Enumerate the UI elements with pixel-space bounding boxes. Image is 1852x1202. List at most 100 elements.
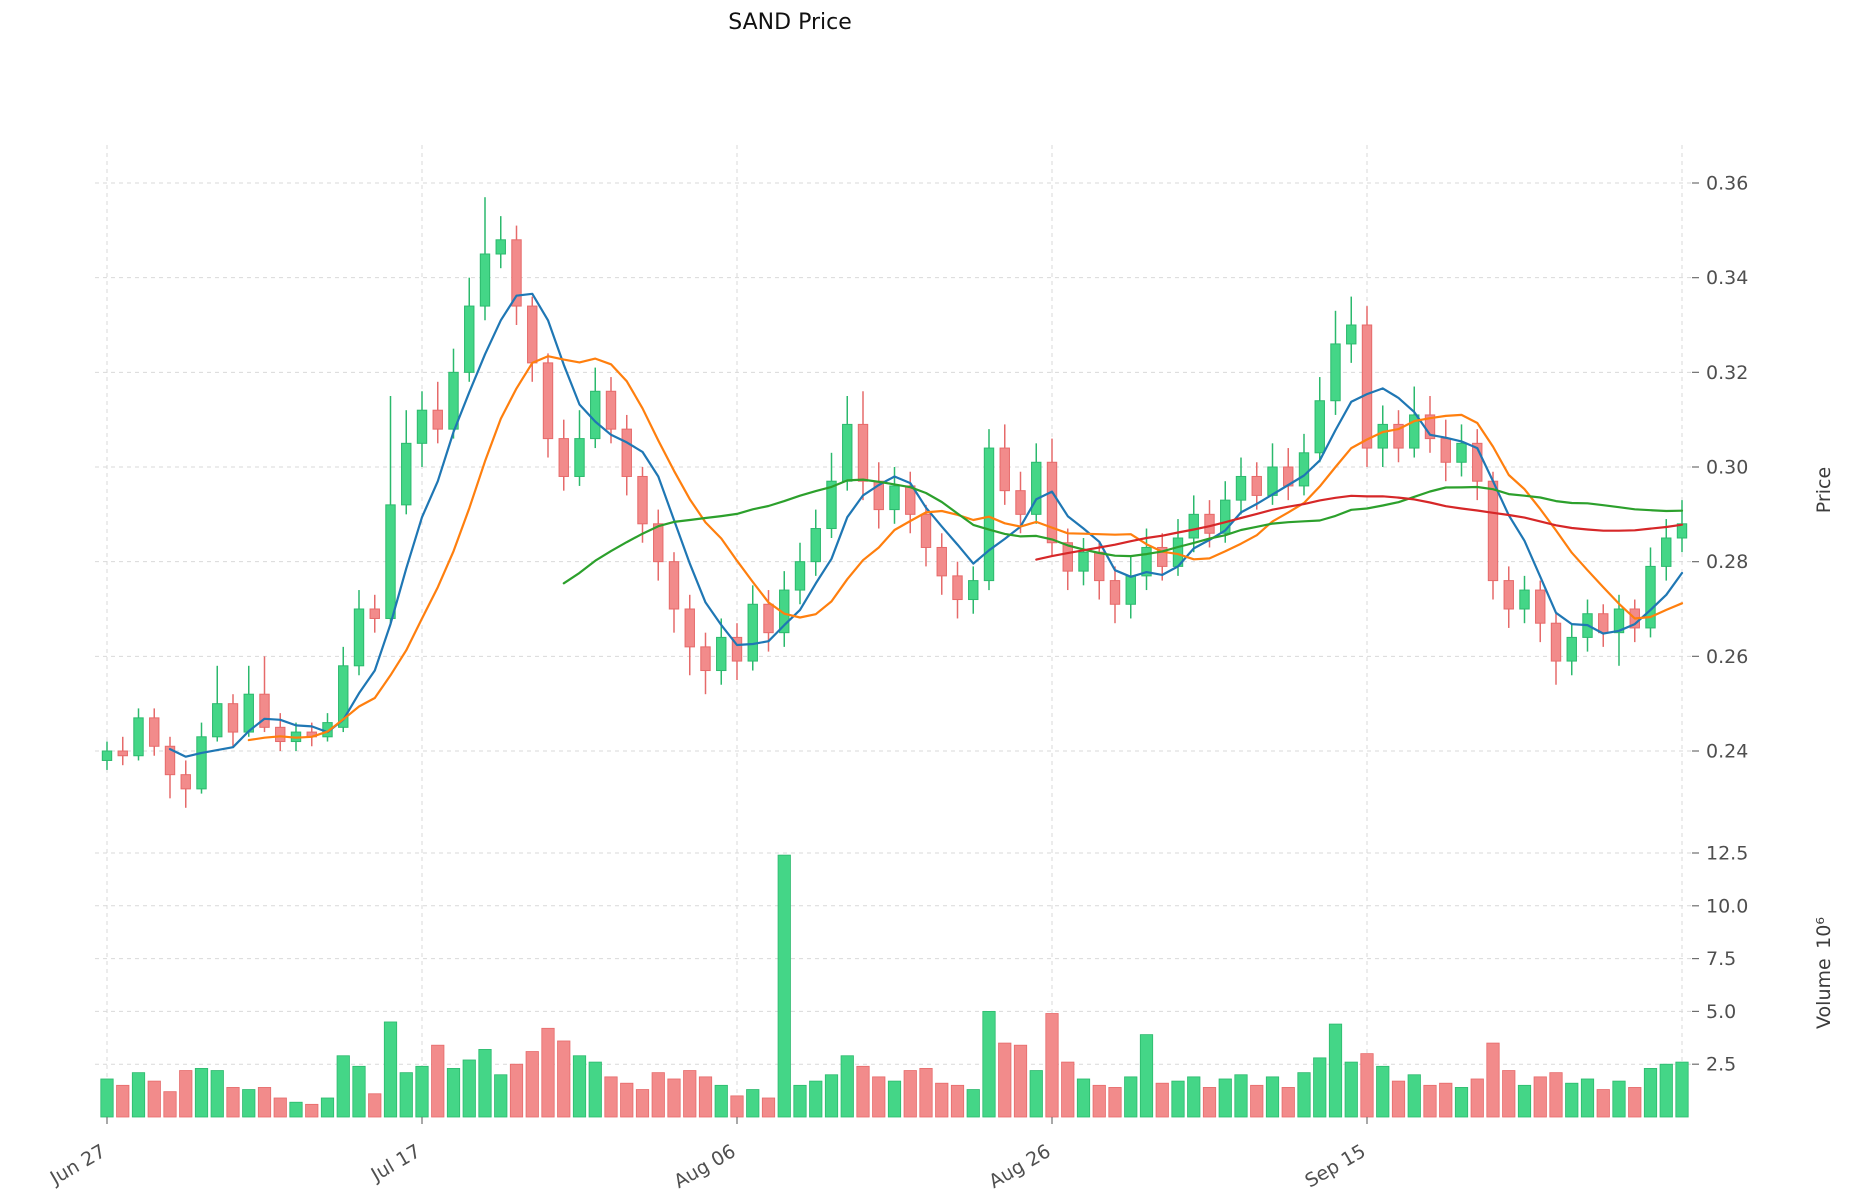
candlestick [464,277,475,382]
candlestick [1251,462,1262,510]
volume-tick-label: 7.5 [1706,948,1736,970]
volume-bar [273,1097,287,1118]
candlestick [999,424,1010,505]
candlestick [401,410,412,515]
volume-bar [179,1070,193,1118]
volume-bar [242,1089,256,1118]
ma-line-ma10 [247,355,1684,742]
volume-bar [1423,1084,1437,1118]
volume-bar [1171,1080,1185,1118]
volume-bar [604,1076,618,1118]
candlestick [1535,580,1546,643]
candlestick [1346,296,1357,363]
volume-bar [919,1068,933,1118]
candlestick [1361,306,1373,467]
candlestick [621,414,632,496]
candlestick [1283,448,1294,501]
volume-bar [1108,1087,1122,1118]
volume-bar [1596,1089,1610,1118]
volume-bar [651,1072,665,1118]
volume-bar [431,1044,445,1118]
volume-bar [572,1055,587,1118]
volume-bar [541,1027,555,1118]
volume-bar [352,1065,366,1118]
chart-title: SAND Price [728,10,852,35]
candlestick [558,419,569,491]
candlestick [1157,533,1168,581]
candlestick [653,509,664,581]
candlestick [1598,604,1609,647]
volume-bar [1502,1070,1516,1118]
volume-bar [588,1061,602,1118]
volume-bar [226,1087,240,1118]
volume-bar [1675,1061,1689,1118]
volume-bar [1076,1078,1091,1118]
volume-bar [478,1049,492,1118]
candlestick [605,377,617,444]
price-tick-label: 0.36 [1706,173,1748,195]
volume-bar [683,1070,697,1118]
volume-bar [336,1055,350,1118]
volume-bar [620,1082,634,1118]
volume-bar [1265,1076,1280,1118]
price-tick-label: 0.26 [1706,646,1748,668]
volume-bar [383,1021,398,1118]
volume-bar [1643,1068,1658,1118]
candlestick [101,741,113,770]
candlestick [133,708,144,761]
ma-layer [168,292,1684,758]
volume-bar [1659,1063,1673,1118]
candlestick [353,590,365,676]
candlestick [385,395,396,624]
candlestick [684,594,695,676]
price-tick-label: 0.30 [1706,456,1748,478]
date-tick-label: Aug 26 [985,1140,1054,1193]
candlestick [1125,556,1136,619]
ma-line-ma30 [562,478,1684,585]
candlestick [149,708,160,756]
volume-bar [793,1084,807,1118]
candlestick [1298,433,1310,496]
candlestick [1472,429,1483,501]
volume-bar [305,1103,319,1118]
volume-bar [809,1080,823,1118]
volume-bar [1045,1013,1059,1118]
candlestick [1031,443,1042,524]
volume-bar [415,1065,429,1118]
candlestick [637,466,648,543]
volume-bar [1407,1074,1421,1118]
candlestick [180,760,191,808]
candlestick [1377,405,1388,467]
candlestick [322,713,333,742]
volume-bar [1155,1082,1169,1118]
volume-bar [1092,1084,1106,1118]
candlestick [369,594,380,633]
volume-bar [714,1084,728,1118]
candlestick [495,216,506,269]
candlestick [1456,424,1467,477]
volume-bar [1376,1065,1390,1118]
candlestick [810,509,821,576]
grid-layer [95,145,1692,1117]
candlestick [747,585,758,671]
candlestick [731,623,743,680]
candlestick [794,542,806,605]
candlestick [700,632,711,695]
candlestick [416,391,428,467]
candlestick [164,736,176,799]
candlestick [1015,471,1026,534]
candlestick [590,367,601,449]
ma-line-ma5 [168,292,1684,758]
volume-bar [1344,1061,1358,1118]
candlestick [873,462,884,529]
axis-layer: 0.24 0.26 0.28 0.30 0.32 0.34 0.36 2.5 5.0 7.5 10.… [46,173,1835,1193]
volume-bar [147,1080,161,1118]
volume-bar [1202,1087,1217,1118]
volume-bar [1297,1072,1311,1118]
volume-bar [1234,1074,1248,1118]
volume-bar [1013,1044,1028,1118]
price-tick-label: 0.28 [1706,551,1748,573]
volume-bar [1580,1078,1595,1118]
candlestick [1645,547,1656,638]
